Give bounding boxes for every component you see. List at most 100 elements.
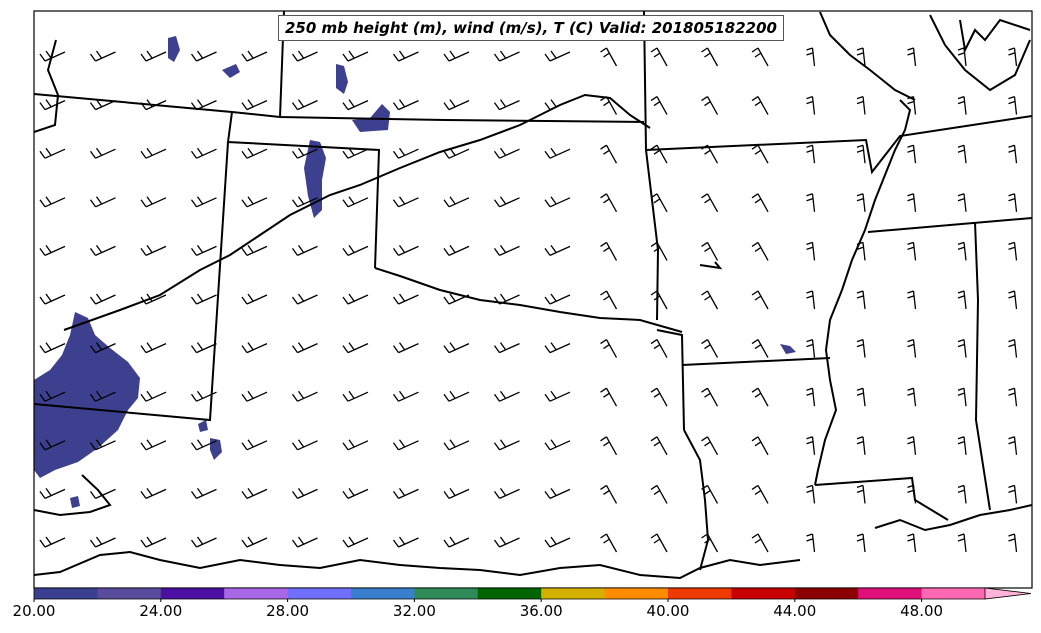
map-title: 250 mb height (m), wind (m/s), T (C) Val… [278, 15, 784, 41]
wind-barb [241, 439, 268, 451]
wind-barb [241, 536, 268, 548]
wind-barbs [39, 47, 1018, 553]
wind-barb [493, 50, 520, 62]
wind-barb [907, 436, 917, 455]
wind-barb [544, 99, 571, 111]
wind-barb [957, 290, 967, 310]
colorbar-segment [477, 588, 542, 599]
wind-barb [342, 536, 369, 548]
wind-barb [1008, 144, 1018, 164]
wind-barb [443, 488, 470, 499]
wind-barb [751, 533, 769, 553]
wind-barb [392, 439, 419, 451]
wind-barb [241, 390, 268, 402]
wind-barb [291, 147, 318, 159]
wind-barb [443, 293, 470, 305]
wind-barb [600, 290, 618, 310]
wind-barb [751, 484, 769, 504]
wind-barb [957, 144, 967, 164]
wind-barb [600, 339, 618, 358]
wind-barb [600, 241, 618, 261]
wind-barb [806, 95, 816, 115]
wind-barb [907, 47, 917, 67]
wind-barb [751, 436, 769, 456]
wind-barb [342, 390, 369, 402]
wind-barb [806, 484, 816, 504]
wind-barb [291, 245, 318, 256]
wind-barb [39, 196, 66, 208]
wind-barb [140, 50, 167, 62]
wind-barb [140, 196, 167, 208]
colorbar-tick-label: 44.00 [773, 602, 817, 620]
wind-barb [190, 439, 217, 451]
wind-barb [392, 293, 419, 305]
wind-barb [89, 99, 116, 111]
wind-barb [701, 484, 719, 504]
wind-barb [544, 488, 571, 499]
wind-barb [856, 95, 866, 115]
wind-barb [493, 439, 520, 451]
wind-barb [751, 96, 769, 115]
wind-barb [39, 488, 66, 499]
wind-barb [89, 245, 116, 256]
wind-barb [957, 47, 967, 67]
map-boundaries [33, 10, 1033, 580]
wind-barb [806, 144, 816, 164]
wind-barb [701, 339, 719, 358]
wind-barb [544, 147, 571, 159]
wind-barb [1008, 436, 1018, 455]
wind-barb [907, 484, 917, 504]
colorbar-segment [224, 588, 289, 599]
wind-barb [291, 196, 318, 208]
wind-barb [544, 245, 571, 256]
wind-barb [600, 436, 618, 456]
wind-barb [701, 290, 719, 310]
wind-barb [443, 147, 470, 159]
wind-barb [957, 338, 967, 358]
wind-barb [392, 99, 419, 111]
colorbar-segment [97, 588, 162, 599]
wind-barb [856, 193, 866, 212]
wind-barb [1008, 387, 1018, 407]
colorbar-segment [794, 588, 859, 599]
wind-barb [443, 390, 470, 402]
wind-barb [342, 50, 369, 62]
wind-barb [190, 147, 217, 159]
wind-barb [856, 47, 866, 67]
wind-barb [650, 47, 668, 67]
wind-barb [544, 390, 571, 402]
wind-barb [493, 245, 520, 256]
wind-barb [190, 390, 217, 402]
wind-barb [190, 342, 217, 354]
wind-barb [1008, 241, 1018, 261]
wind-barb [89, 196, 116, 208]
wind-barb [650, 290, 668, 310]
wind-barb [1008, 193, 1018, 212]
wind-barb [1008, 290, 1018, 310]
wind-barb [140, 390, 167, 402]
wind-barb [291, 439, 318, 451]
wind-barb [600, 144, 618, 164]
wind-barb [39, 293, 66, 305]
wind-barb [806, 193, 816, 212]
wind-barb [190, 293, 217, 305]
wind-barb [650, 484, 668, 504]
colorbar-tick-label: 32.00 [392, 602, 436, 620]
wind-barb [751, 144, 769, 164]
wind-barb [701, 96, 719, 115]
colorbar-extend-arrow [984, 587, 1032, 600]
wind-barb [39, 245, 66, 256]
wind-barb [89, 488, 116, 499]
colorbar-tick-label: 24.00 [139, 602, 183, 620]
wind-barb [806, 290, 816, 310]
wind-barb [89, 50, 116, 62]
wind-barb [806, 241, 816, 261]
wind-barb [190, 536, 217, 548]
wind-barb [544, 439, 571, 451]
wind-barb [493, 390, 520, 402]
wind-barb [544, 342, 571, 354]
colorbar-tick-label: 40.00 [646, 602, 690, 620]
wind-barb [600, 96, 618, 115]
wind-barb [291, 293, 318, 305]
